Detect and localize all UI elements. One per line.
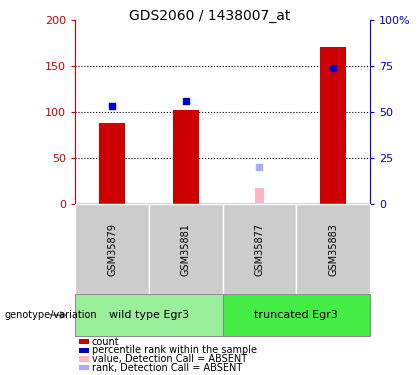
Text: truncated Egr3: truncated Egr3 <box>255 310 338 320</box>
Bar <box>320 47 346 204</box>
Bar <box>99 123 125 204</box>
Text: GSM35877: GSM35877 <box>255 223 265 276</box>
Text: count: count <box>92 337 120 347</box>
Text: GSM35883: GSM35883 <box>328 223 338 276</box>
Text: genotype/variation: genotype/variation <box>4 310 97 320</box>
Text: GSM35881: GSM35881 <box>181 223 191 276</box>
Text: percentile rank within the sample: percentile rank within the sample <box>92 345 257 355</box>
Text: rank, Detection Call = ABSENT: rank, Detection Call = ABSENT <box>92 363 242 373</box>
Text: GDS2060 / 1438007_at: GDS2060 / 1438007_at <box>129 9 291 23</box>
Bar <box>173 110 199 204</box>
Text: wild type Egr3: wild type Egr3 <box>109 310 189 320</box>
Text: GSM35879: GSM35879 <box>107 223 117 276</box>
Bar <box>255 188 264 204</box>
Text: value, Detection Call = ABSENT: value, Detection Call = ABSENT <box>92 354 247 364</box>
